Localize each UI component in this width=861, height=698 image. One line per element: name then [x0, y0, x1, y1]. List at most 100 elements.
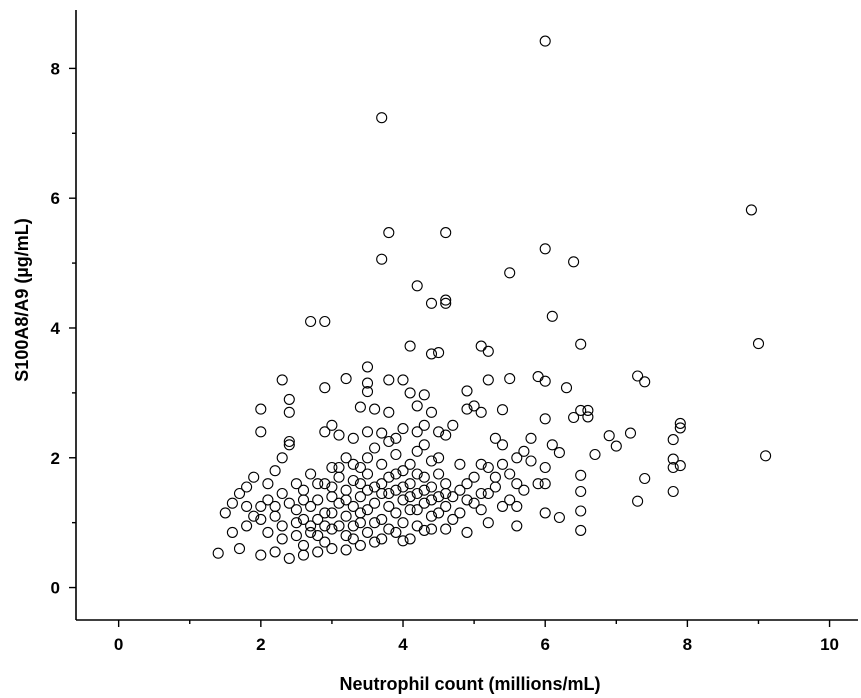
data-point: [667, 461, 679, 474]
data-point: [433, 347, 445, 359]
data-point: [340, 452, 352, 464]
data-point: [269, 546, 281, 558]
data-point: [418, 524, 430, 536]
data-point: [511, 478, 523, 490]
data-point: [418, 419, 430, 431]
data-point: [333, 520, 345, 532]
data-point: [575, 524, 587, 536]
data-point: [624, 427, 637, 439]
data-point: [440, 294, 452, 306]
data-point: [475, 458, 487, 470]
data-point: [539, 375, 551, 387]
data-point: [390, 484, 402, 496]
data-point: [305, 468, 317, 480]
data-point: [440, 297, 452, 309]
data-point: [255, 513, 267, 525]
data-point: [418, 484, 430, 496]
data-point: [361, 377, 374, 389]
data-point: [283, 393, 295, 405]
data-point: [582, 404, 594, 416]
data-point: [319, 426, 331, 438]
data-points: [212, 35, 772, 564]
data-point: [454, 458, 466, 470]
data-point: [667, 485, 679, 498]
data-point: [383, 406, 395, 418]
data-point: [461, 526, 473, 538]
data-point: [297, 513, 310, 525]
data-point: [496, 458, 509, 470]
data-point: [425, 510, 438, 522]
data-point: [212, 547, 224, 559]
data-point: [390, 448, 402, 461]
data-point: [511, 500, 523, 512]
data-point: [390, 526, 402, 538]
data-point: [433, 468, 445, 480]
data-point: [262, 526, 274, 538]
data-point: [454, 507, 466, 519]
data-point: [376, 478, 388, 490]
data-point: [397, 481, 409, 493]
data-point: [425, 481, 438, 493]
data-point: [361, 386, 374, 398]
data-point: [390, 468, 402, 480]
data-point: [283, 439, 295, 451]
data-point: [496, 439, 509, 451]
data-point: [639, 376, 651, 388]
data-point: [283, 497, 295, 509]
data-point: [226, 526, 238, 538]
data-point: [383, 471, 395, 483]
data-point: [525, 432, 537, 444]
data-point: [319, 382, 331, 394]
data-point: [539, 413, 551, 425]
x-tick-label: 0: [114, 635, 123, 654]
data-point: [369, 481, 381, 493]
data-point: [468, 471, 480, 483]
data-point: [568, 411, 580, 424]
data-point: [312, 546, 324, 558]
data-point: [489, 471, 501, 483]
x-tick-label: 8: [683, 635, 692, 654]
data-point: [603, 430, 615, 442]
data-point: [354, 507, 366, 519]
data-point: [354, 401, 366, 413]
data-point: [283, 435, 295, 448]
data-point: [248, 510, 260, 522]
data-point: [475, 406, 487, 418]
data-point: [482, 487, 494, 500]
data-point: [354, 491, 366, 503]
data-point: [397, 374, 409, 386]
data-point: [390, 432, 402, 444]
data-point: [248, 471, 260, 483]
data-point: [461, 385, 473, 397]
data-point: [610, 440, 622, 452]
data-point: [425, 494, 438, 506]
data-point: [504, 494, 516, 506]
data-point: [319, 536, 331, 548]
y-axis-title: S100A8/A9 (µg/mL): [12, 218, 32, 381]
data-point: [674, 460, 686, 472]
data-point: [276, 520, 288, 532]
data-point: [397, 494, 409, 506]
data-point: [489, 432, 501, 444]
data-point: [411, 280, 423, 292]
data-point: [475, 504, 487, 516]
data-point: [376, 533, 388, 545]
data-point: [589, 448, 601, 461]
data-point: [347, 432, 359, 444]
data-point: [539, 461, 551, 474]
data-point: [632, 370, 644, 382]
data-point: [440, 500, 452, 512]
data-point: [340, 530, 352, 542]
data-point: [475, 340, 487, 352]
data-point: [297, 539, 310, 551]
data-point: [340, 373, 352, 385]
data-point: [411, 504, 423, 516]
data-point: [340, 510, 352, 522]
data-point: [255, 549, 267, 561]
data-point: [504, 373, 516, 385]
y-tick-label: 2: [51, 449, 60, 468]
data-point: [361, 504, 374, 516]
data-point: [276, 487, 288, 500]
data-point: [518, 484, 530, 496]
data-point: [425, 406, 438, 418]
